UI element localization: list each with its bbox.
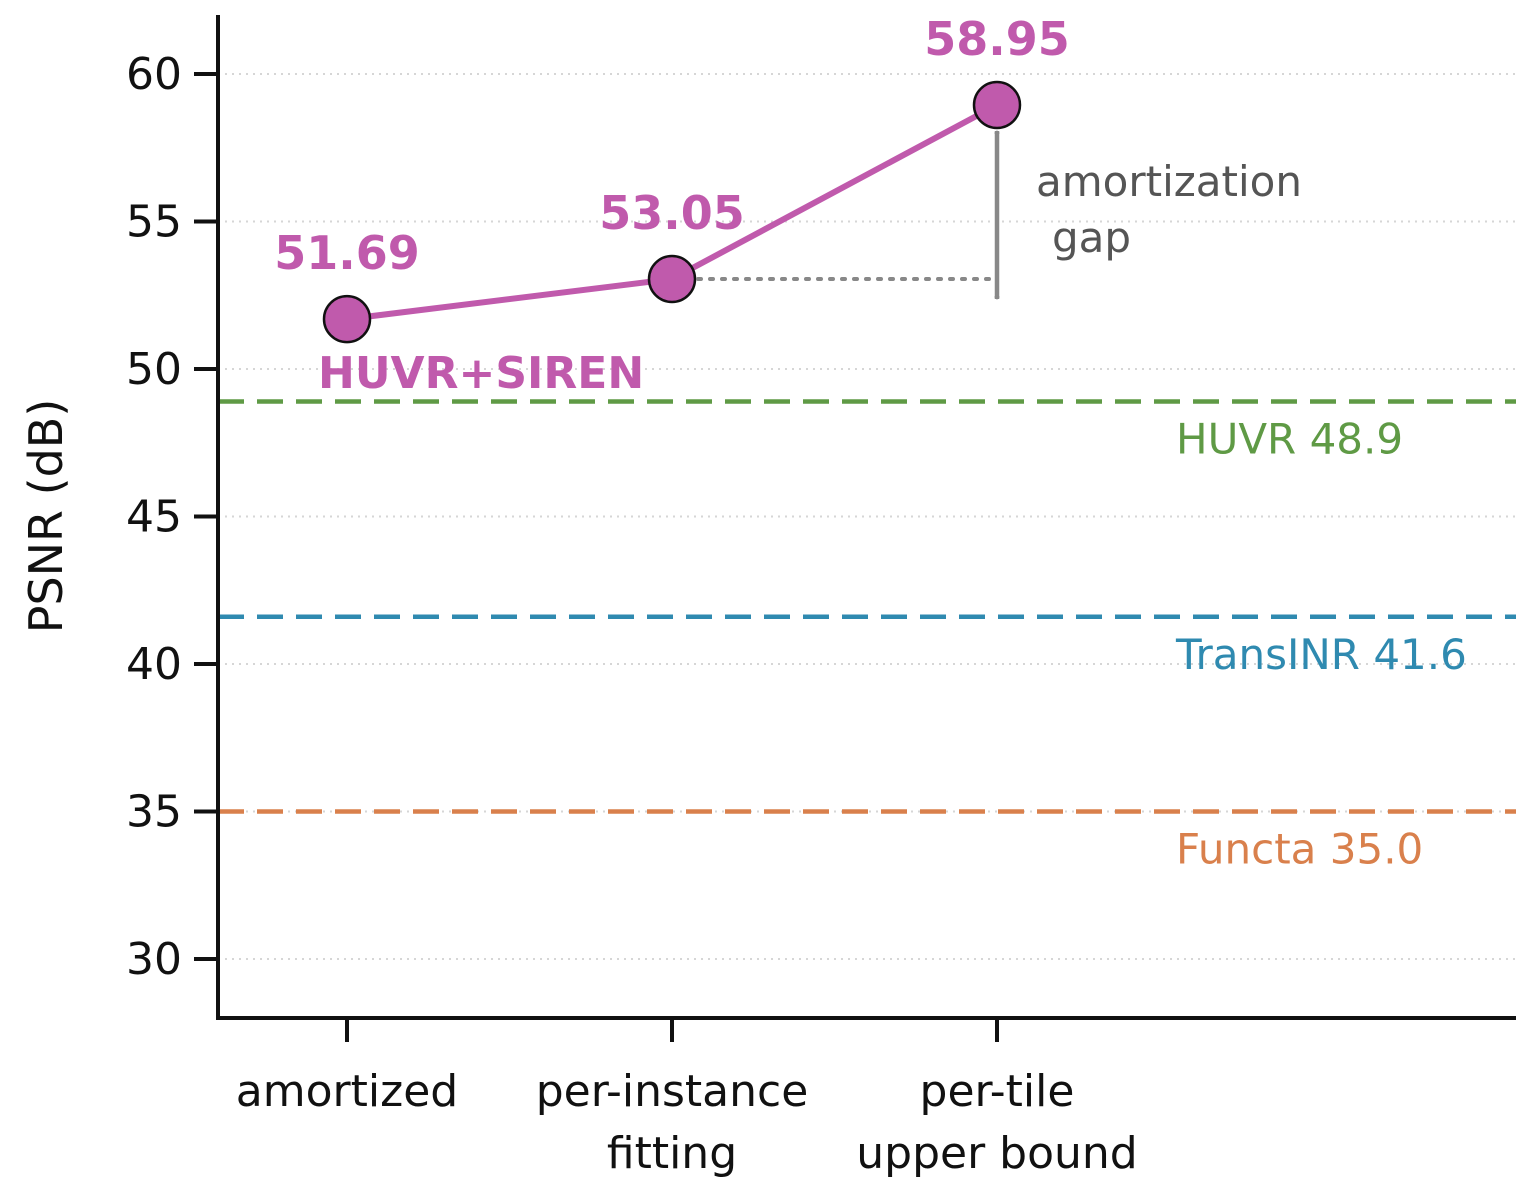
reference-line-label: TransINR 41.6 bbox=[1175, 630, 1467, 679]
reference-line-label: HUVR 48.9 bbox=[1176, 414, 1403, 463]
data-point bbox=[972, 80, 1022, 130]
amortization-gap-annotation: amortization gap bbox=[696, 130, 1302, 300]
y-tick-label: 45 bbox=[126, 492, 182, 543]
y-tick-label: 60 bbox=[126, 49, 182, 100]
x-tick-label: per-tile bbox=[920, 1066, 1075, 1117]
reference-lines: HUVR 48.9 TransINR 41.6 Functa 35.0 bbox=[218, 399, 1516, 874]
y-tick-label: 30 bbox=[126, 934, 182, 985]
data-value-label: 53.05 bbox=[599, 186, 745, 240]
y-tick-label: 40 bbox=[126, 639, 182, 690]
y-tick-label: 35 bbox=[126, 787, 182, 838]
series-name-label: HUVR+SIREN bbox=[318, 348, 644, 399]
data-point bbox=[647, 254, 697, 304]
y-axis-label: PSNR (dB) bbox=[19, 399, 73, 634]
gap-label: gap bbox=[1052, 213, 1131, 262]
y-tick-label: 50 bbox=[126, 344, 182, 395]
x-tick-label: fitting bbox=[607, 1128, 737, 1179]
data-value-label: 51.69 bbox=[274, 226, 420, 280]
axes: 30 35 40 45 50 55 60 amortized per-instance fitti… bbox=[126, 15, 1516, 1179]
x-tick-label: amortized bbox=[236, 1066, 458, 1117]
data-point bbox=[322, 294, 372, 344]
gap-label: amortization bbox=[1036, 157, 1302, 206]
y-tick-label: 55 bbox=[126, 197, 182, 248]
data-value-label: 58.95 bbox=[924, 12, 1070, 66]
series-huvr-siren: 51.69 53.05 58.95 HUVR+SIREN bbox=[274, 12, 1070, 399]
x-tick-label: per-instance bbox=[536, 1066, 809, 1117]
x-tick-label: upper bound bbox=[856, 1128, 1137, 1179]
reference-line-label: Functa 35.0 bbox=[1176, 825, 1423, 874]
